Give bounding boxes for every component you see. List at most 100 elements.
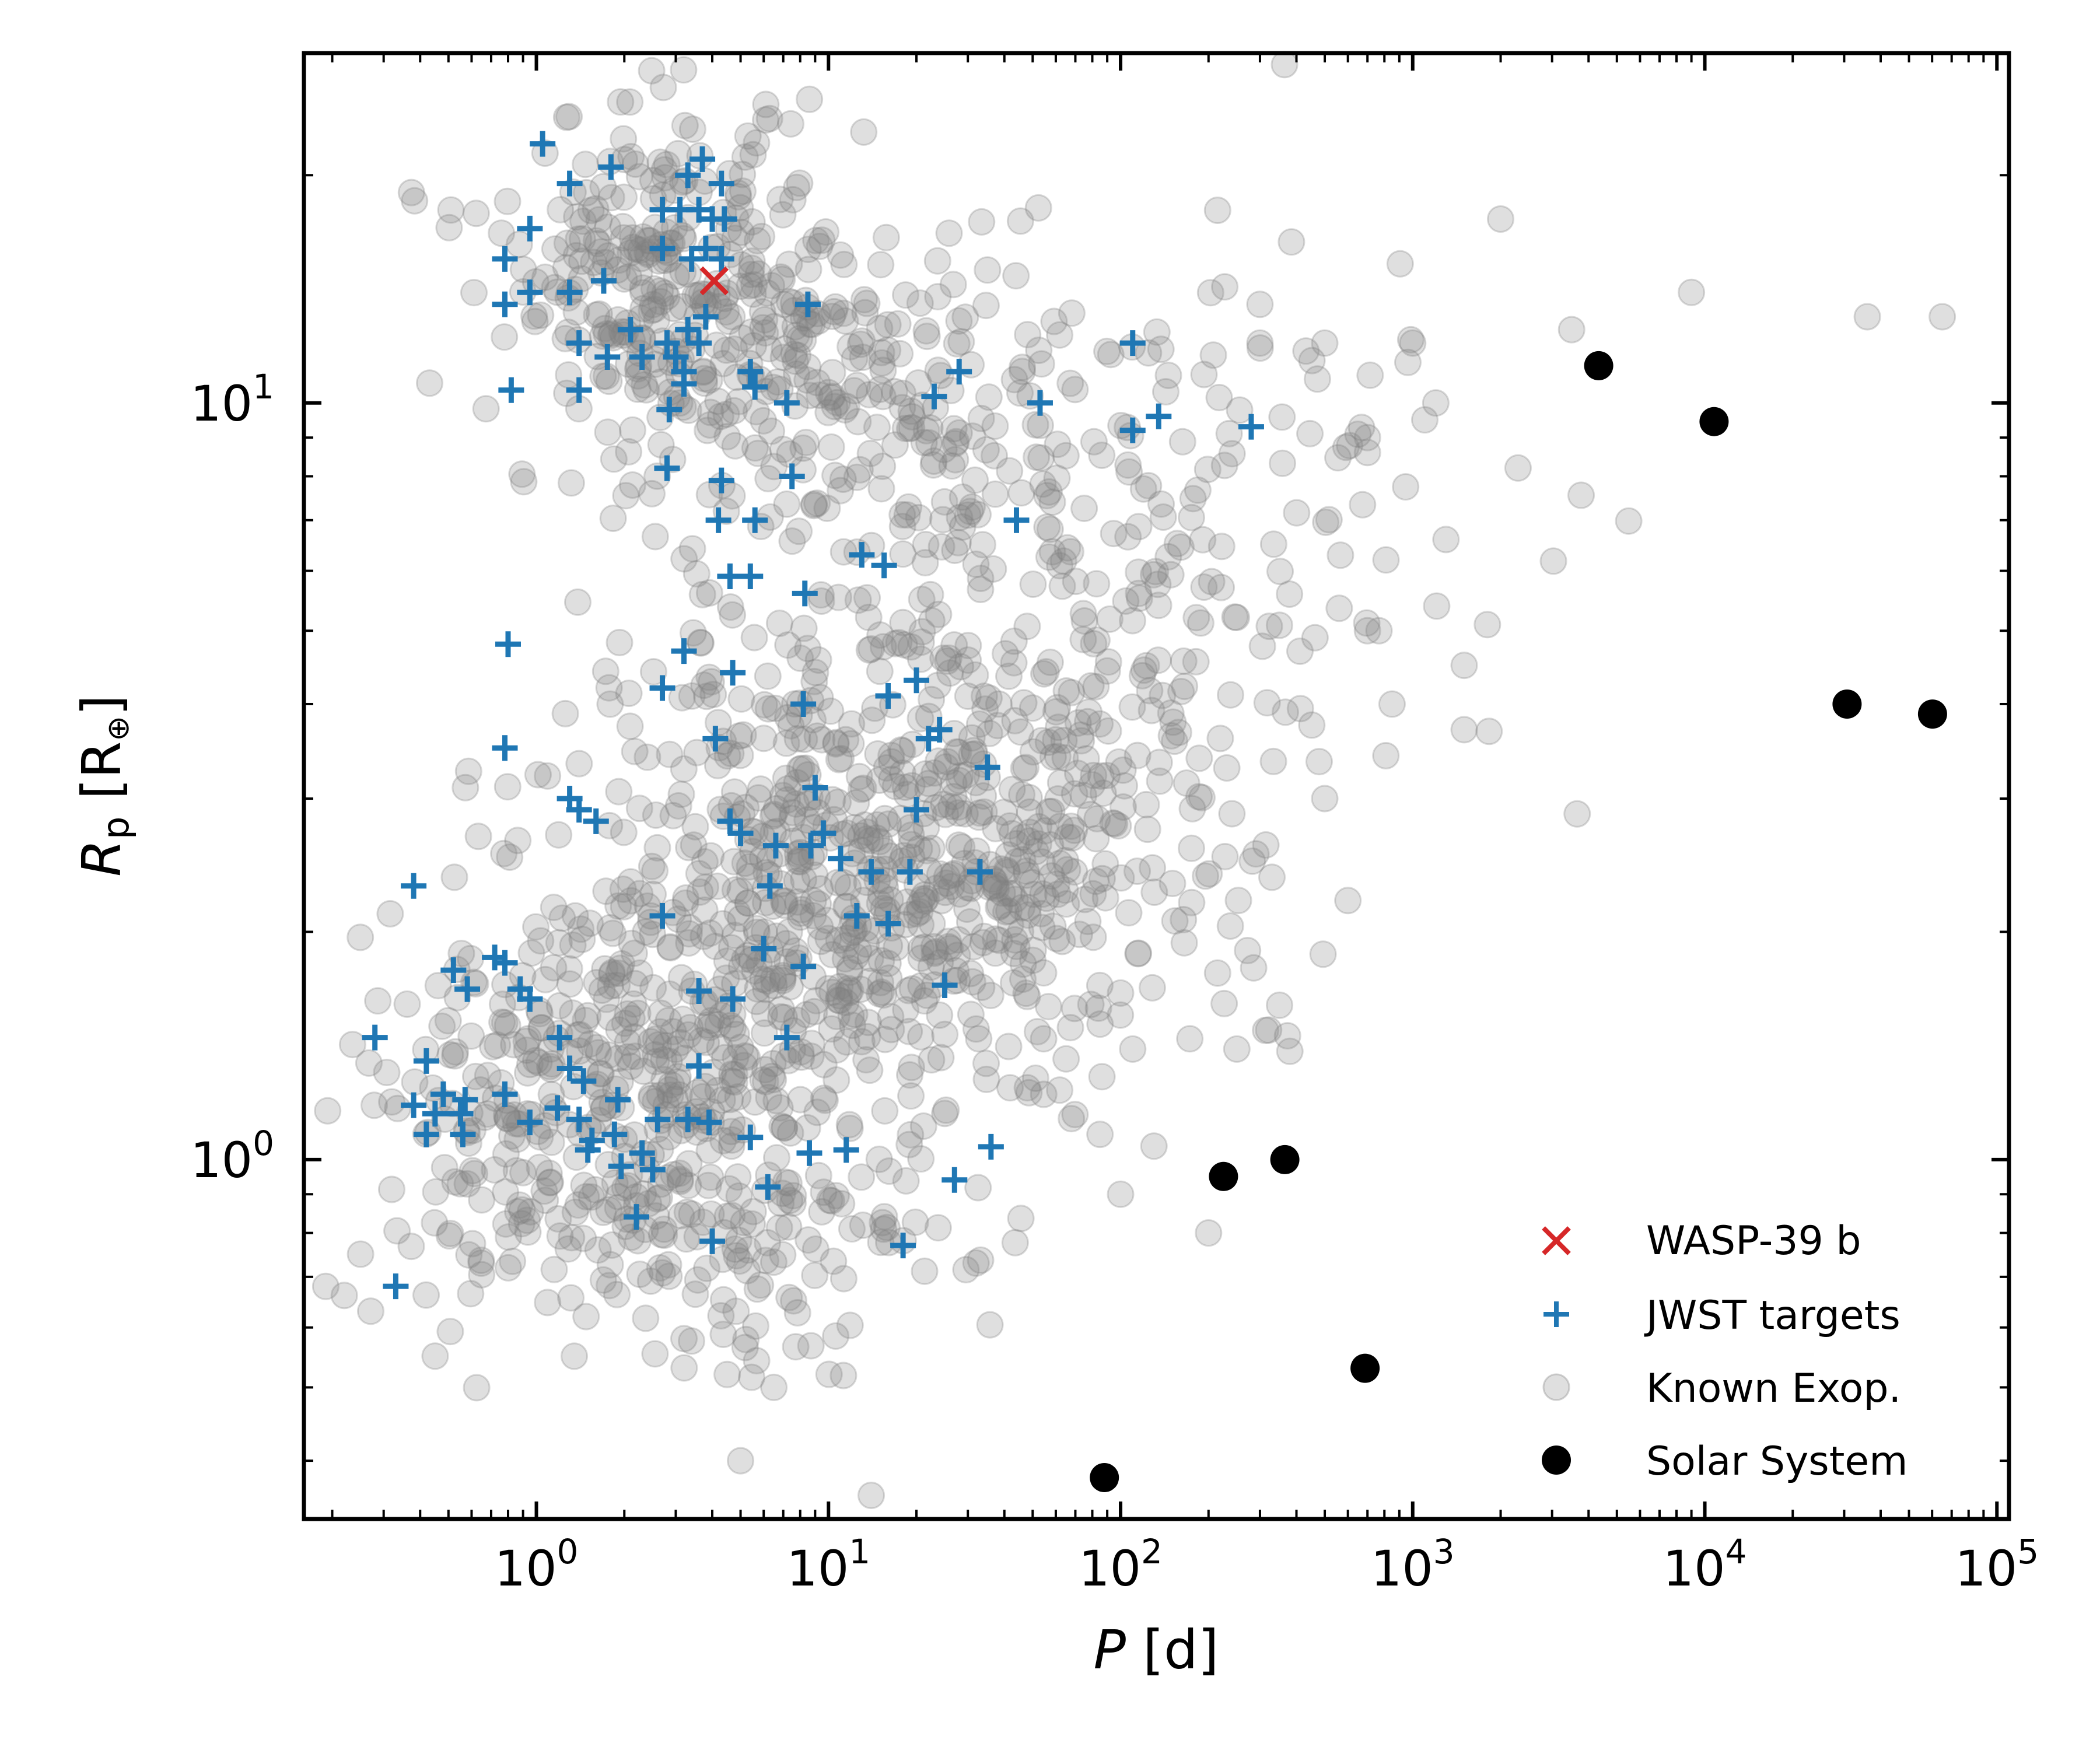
known-exoplanet-point: [1009, 950, 1037, 978]
known-exoplanet-point: [907, 645, 935, 673]
known-exoplanet-point: [393, 990, 421, 1018]
known-exoplanet-point: [932, 800, 960, 828]
known-exoplanet-point: [863, 824, 890, 852]
known-exoplanet-point: [719, 601, 747, 629]
known-exoplanet-point: [704, 751, 732, 779]
known-exoplanet-point: [944, 926, 972, 954]
known-exoplanet-point: [509, 256, 537, 284]
known-exoplanet-point: [660, 1161, 688, 1189]
known-exoplanet-point: [826, 986, 854, 1014]
known-exoplanet-point: [812, 218, 840, 246]
known-exoplanet-point: [670, 545, 698, 573]
known-exoplanet-point: [618, 929, 646, 957]
known-exoplanet-point: [768, 1112, 796, 1140]
known-exoplanet-point: [864, 740, 892, 768]
known-exoplanet-point: [436, 1318, 464, 1346]
known-exoplanet-point: [1070, 495, 1098, 522]
known-exoplanet-point: [814, 975, 842, 1003]
known-exoplanet-point: [883, 933, 911, 961]
known-exoplanet-point: [925, 600, 953, 628]
known-exoplanet-point: [1558, 316, 1586, 344]
known-exoplanet-point: [1615, 507, 1643, 535]
known-exoplanet-point: [727, 685, 755, 713]
known-exoplanet-point: [967, 565, 995, 592]
known-exoplanet-point: [954, 682, 982, 710]
known-exoplanet-point: [1037, 831, 1065, 859]
solar-system-point: [1350, 1353, 1380, 1383]
known-exoplanet-point: [935, 928, 963, 956]
known-exoplanet-point: [1046, 1076, 1074, 1104]
known-exoplanet-point: [492, 1140, 520, 1168]
known-exoplanet-point: [1929, 303, 1957, 331]
known-exoplanet-point: [629, 1180, 657, 1208]
known-exoplanet-point: [905, 835, 933, 863]
known-exoplanet-point: [747, 775, 775, 803]
known-exoplanet-point: [760, 1373, 788, 1401]
known-exoplanet-point: [1133, 816, 1161, 844]
known-exoplanet-point: [881, 772, 909, 800]
known-exoplanet-point: [1051, 876, 1079, 904]
known-exoplanet-point: [1046, 769, 1074, 797]
known-exoplanet-point: [583, 969, 611, 996]
known-exoplanet-point: [1060, 780, 1088, 808]
known-exoplanet-point: [1003, 848, 1031, 876]
known-exoplanet-point: [849, 1211, 877, 1239]
known-exoplanet-point: [697, 1200, 725, 1228]
known-exoplanet-point: [961, 740, 988, 768]
known-exoplanet-point: [848, 775, 875, 803]
known-exoplanet-point: [595, 368, 623, 396]
known-exoplanet-point: [695, 579, 723, 607]
known-exoplanet-point: [835, 979, 863, 1007]
known-exoplanet-point: [1025, 830, 1052, 858]
known-exoplanet-point: [1114, 451, 1142, 479]
known-exoplanet-point: [1088, 864, 1116, 892]
known-exoplanet-point: [1475, 718, 1503, 746]
known-exoplanet-point: [638, 852, 666, 880]
known-exoplanet-point: [970, 922, 998, 950]
known-exoplanet-point: [614, 1172, 642, 1200]
known-exoplanet-point: [566, 1021, 594, 1049]
known-exoplanet-point: [657, 1071, 685, 1099]
known-exoplanet-point: [681, 813, 709, 841]
known-exoplanet-point: [951, 800, 979, 828]
known-exoplanet-point: [637, 1028, 665, 1056]
known-exoplanet-point: [670, 225, 698, 253]
known-exoplanet-point: [824, 986, 852, 1014]
known-exoplanet-point: [378, 1175, 405, 1203]
known-exoplanet-point: [1252, 831, 1280, 859]
known-exoplanet-point: [940, 631, 968, 659]
legend-label-known-exoplanets: Known Exop.: [1646, 1366, 1901, 1412]
known-exoplanet-point: [971, 695, 999, 723]
known-exoplanet-point: [802, 986, 830, 1014]
known-exoplanet-point: [752, 90, 780, 118]
known-exoplanet-point: [852, 930, 880, 958]
known-exoplanet-point: [1001, 1228, 1029, 1256]
known-exoplanet-point: [836, 977, 864, 1005]
known-exoplanet-point: [1246, 329, 1274, 357]
known-exoplanet-point: [615, 263, 643, 291]
known-exoplanet-point: [1018, 869, 1046, 897]
known-exoplanet-point: [825, 926, 853, 954]
known-exoplanet-point: [1042, 698, 1070, 726]
known-exoplanet-point: [1014, 894, 1042, 922]
known-exoplanet-point: [893, 888, 921, 916]
known-exoplanet-point: [1064, 760, 1091, 788]
known-exoplanet-point: [942, 428, 970, 456]
known-exoplanet-point: [948, 833, 976, 861]
known-exoplanet-point: [968, 208, 996, 236]
known-exoplanet-point: [1178, 834, 1205, 862]
known-exoplanet-point: [1196, 279, 1224, 307]
known-exoplanet-point: [1073, 708, 1101, 736]
known-exoplanet-point: [920, 933, 948, 961]
known-exoplanet-point: [736, 853, 764, 881]
known-exoplanet-point: [1178, 888, 1206, 916]
known-exoplanet-point: [1269, 449, 1296, 477]
known-exoplanet-point: [642, 801, 670, 829]
known-exoplanet-point: [1132, 790, 1160, 818]
known-exoplanet-point: [750, 724, 778, 752]
known-exoplanet-point: [835, 1111, 863, 1139]
known-exoplanet-point: [498, 1122, 526, 1150]
known-exoplanet-point: [1140, 1132, 1168, 1160]
known-exoplanet-point: [740, 624, 768, 652]
known-exoplanet-point: [596, 914, 624, 942]
